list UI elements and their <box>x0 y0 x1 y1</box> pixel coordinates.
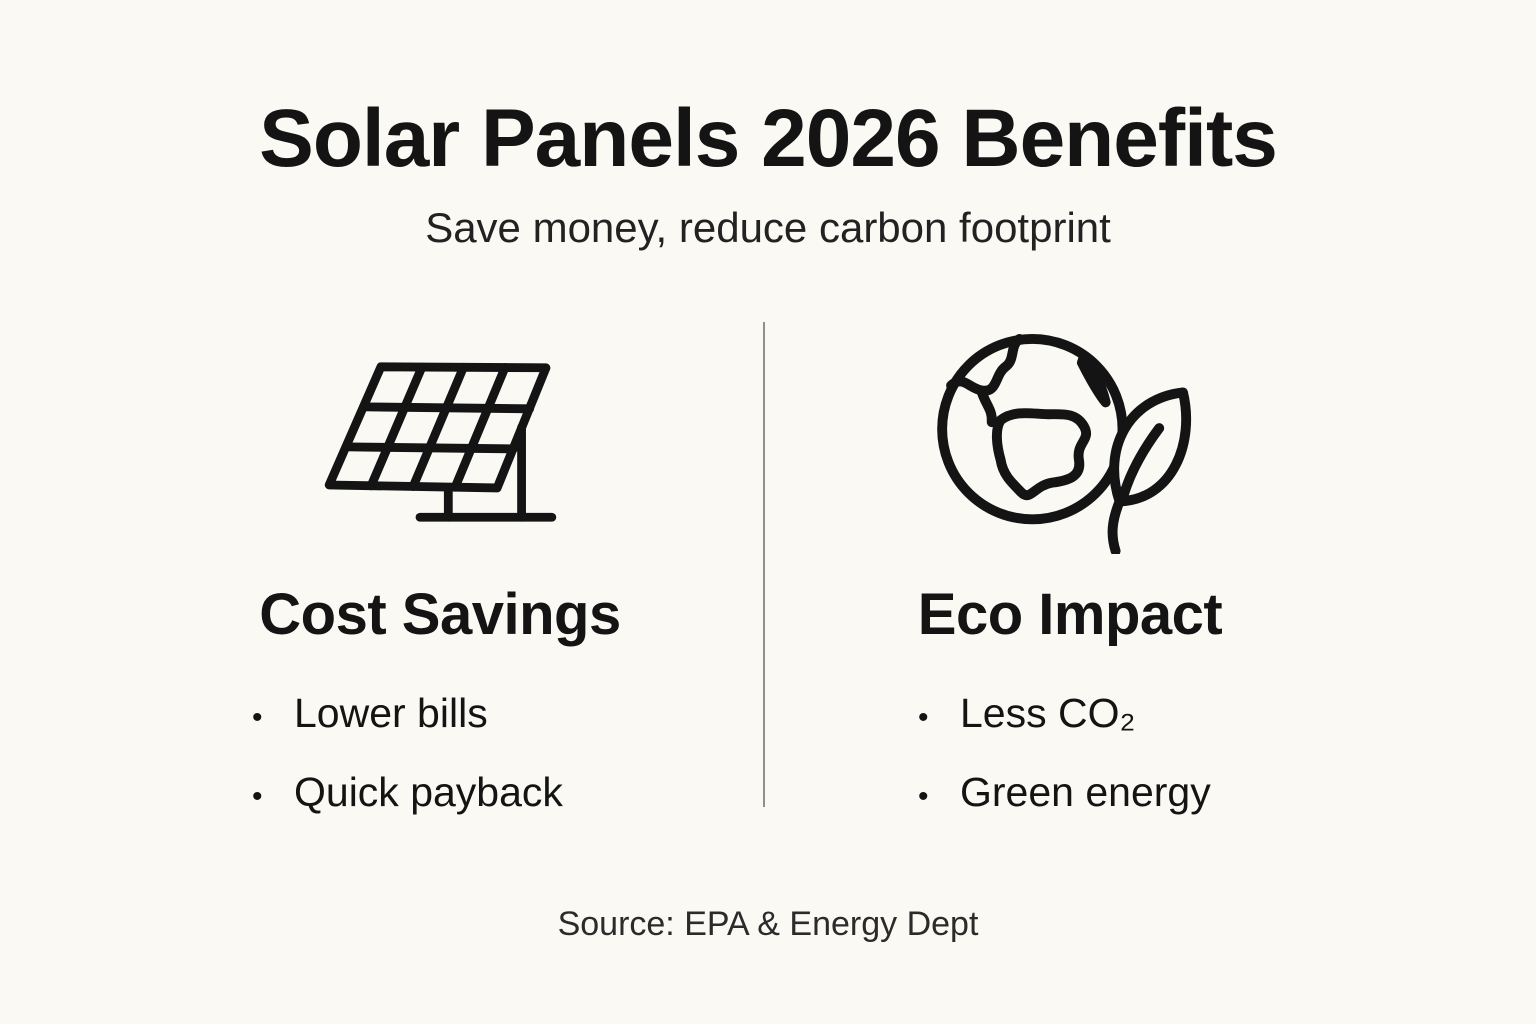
eco-impact-column: Eco Impact Less CO₂ Green energy <box>820 330 1320 834</box>
solar-panel-icon <box>324 362 556 522</box>
source-text: Source: EPA & Energy Dept <box>557 905 979 943</box>
earth-leaf-icon <box>937 334 1192 555</box>
bullet-less-co2: Less CO₂ <box>918 676 1211 755</box>
column-divider <box>763 322 765 808</box>
bullet-green-energy: Green energy <box>918 755 1211 834</box>
eco-impact-heading: Eco Impact <box>917 582 1223 648</box>
page-subtitle: Save money, reduce carbon footprint <box>425 204 1111 252</box>
benefits-columns: Cost Savings Lower bills Quick payback <box>0 322 1536 834</box>
bullet-lower-bills: Lower bills <box>252 676 563 755</box>
eco-impact-bullets: Less CO₂ Green energy <box>918 676 1211 834</box>
bullet-quick-payback: Quick payback <box>252 755 563 834</box>
page-title: Solar Panels 2026 Benefits <box>259 93 1278 184</box>
cost-savings-column: Cost Savings Lower bills Quick payback <box>190 330 690 834</box>
eco-impact-icon-box <box>935 330 1205 555</box>
cost-savings-icon-box <box>322 330 559 555</box>
cost-savings-bullets: Lower bills Quick payback <box>252 676 563 834</box>
cost-savings-heading: Cost Savings <box>259 582 621 648</box>
